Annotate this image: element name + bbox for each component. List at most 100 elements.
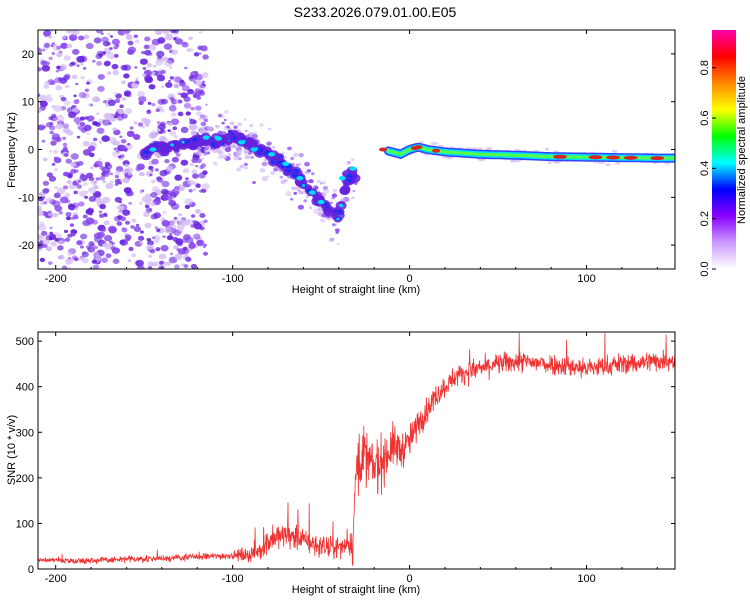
colorbar-tick-label: 0.2 [699,211,711,226]
spectrogram-noise-blob [38,234,45,240]
spectrogram-noise-blob [48,175,57,182]
spectrogram-noise-blob [69,223,74,227]
spectrogram-noise-blob [192,233,201,240]
spectrogram-noise-blob [84,195,89,199]
spectrogram-noise-blob [95,177,100,181]
ridge-blob-hot [301,184,306,187]
spectrogram-noise-blob [178,213,183,217]
spectrogram-noise-blob [285,190,292,197]
spectrogram-noise-blob [171,156,179,163]
spectrogram-noise-blob [38,93,41,98]
spectrogram-noise-blob [154,168,159,172]
spectrogram-noise-blob [298,152,304,158]
spectrogram-noise-blob [188,36,193,41]
snr-x-label: Height of straight line (km) [292,584,420,596]
spectrogram-noise-blob [184,66,188,70]
spectrogram-noise-blob [54,205,63,212]
spectrogram-noise-blob [352,189,356,193]
spectrogram-noise-blob [43,42,51,48]
spectrogram-noise-blob [80,233,88,240]
spectrogram-x-tick-label: -100 [222,273,244,285]
spectrogram-noise-blob [145,207,153,213]
spectrogram-noise-blob [151,102,156,107]
spectrogram-noise-blob [173,216,178,220]
spectrogram-noise-blob [88,196,96,202]
spectrogram-noise-blob [243,150,249,155]
spectrogram-noise-blob [87,103,91,107]
spectrogram-noise-blob [161,130,166,134]
spectrogram-noise-blob [182,246,188,251]
spectrogram-noise-blob [169,76,174,80]
spectrogram-noise-blob [323,188,329,194]
spectrogram-noise-blob [70,232,76,237]
spectrogram-noise-blob [110,172,114,176]
spectrogram-noise-blob [133,121,138,125]
spectrogram-noise-blob [138,100,144,106]
ridge-cyan-blob [338,175,346,181]
spectrogram-noise-blob [194,209,201,214]
spectrogram-noise-blob [283,156,287,159]
spectrogram-noise-blob [290,197,294,201]
spectrogram-noise-blob [160,85,165,89]
spectrogram-noise-blob [156,50,165,58]
spectrogram-noise-blob [66,179,72,185]
spectrogram-noise-blob [229,143,236,149]
spectrogram-noise-blob [102,196,111,204]
spectrogram-halo-blob [614,161,621,165]
spectrogram-noise-blob [63,55,71,61]
spectrogram-noise-blob [291,186,297,191]
spectrogram-noise-blob [49,150,53,153]
spectrogram-noise-blob [305,195,310,199]
spectrogram-noise-blob [59,64,68,71]
spectrogram-noise-blob [180,263,185,267]
spectrogram-noise-blob [112,127,117,131]
ridge-blob-hot [336,217,340,221]
spectrogram-noise-blob [52,212,59,218]
spectrogram-noise-blob [43,30,52,37]
snr-x-tick-label: -100 [222,573,244,585]
spectrogram-noise-blob [287,146,292,151]
spectrogram-noise-blob [177,111,184,117]
spectrogram-noise-blob [221,131,227,135]
spectrogram-noise-blob [329,201,333,204]
spectrogram-noise-blob [173,82,181,89]
spectrogram-noise-blob [249,124,254,128]
spectrogram-noise-blob [298,190,303,195]
spectrogram-noise-blob [38,224,47,231]
spectrogram-noise-blob [38,211,44,217]
ridge-hotspot [623,155,638,160]
spectrogram-noise-blob [87,115,95,122]
spectrogram-noise-blob [141,125,145,129]
spectrogram-noise-blob [151,71,156,75]
spectrogram-noise-blob [121,145,126,149]
spectrogram-noise-blob [63,229,69,233]
spectrogram-noise-blob [172,225,177,229]
spectrogram-noise-blob [165,261,172,266]
spectrogram-noise-blob [70,153,79,160]
spectrogram-noise-blob [148,52,153,56]
spectrogram-noise-blob [67,174,73,179]
colorbar-tick-label: 0.6 [699,110,711,125]
spectrogram-noise-blob [196,239,203,245]
spectrogram-noise-blob [86,132,90,135]
spectrogram-noise-blob [66,251,73,257]
snr-y-tick-label: 300 [16,427,34,439]
spectrogram-noise-blob [51,105,56,109]
spectrogram-noise-blob [38,197,43,202]
spectrogram-noise-blob [136,90,145,98]
spectrogram-halo-blob [515,159,521,163]
spectrogram-noise-blob [198,116,204,121]
ridge-cyan-blob [296,175,304,181]
spectrogram-noise-blob [199,165,204,170]
spectrogram-noise-blob [53,156,58,160]
spectrogram-noise-blob [113,115,118,119]
spectrogram-noise-blob [146,63,152,68]
spectrogram-noise-blob [71,48,80,55]
ridge-cyan-blob [250,147,258,152]
spectrogram-noise-blob [180,92,188,99]
spectrogram-noise-blob [39,201,44,206]
spectrogram-noise-blob [171,112,177,117]
spectrogram-noise-blob [200,121,207,127]
spectrogram-noise-blob [61,35,67,40]
spectrogram-noise-blob [92,264,100,269]
